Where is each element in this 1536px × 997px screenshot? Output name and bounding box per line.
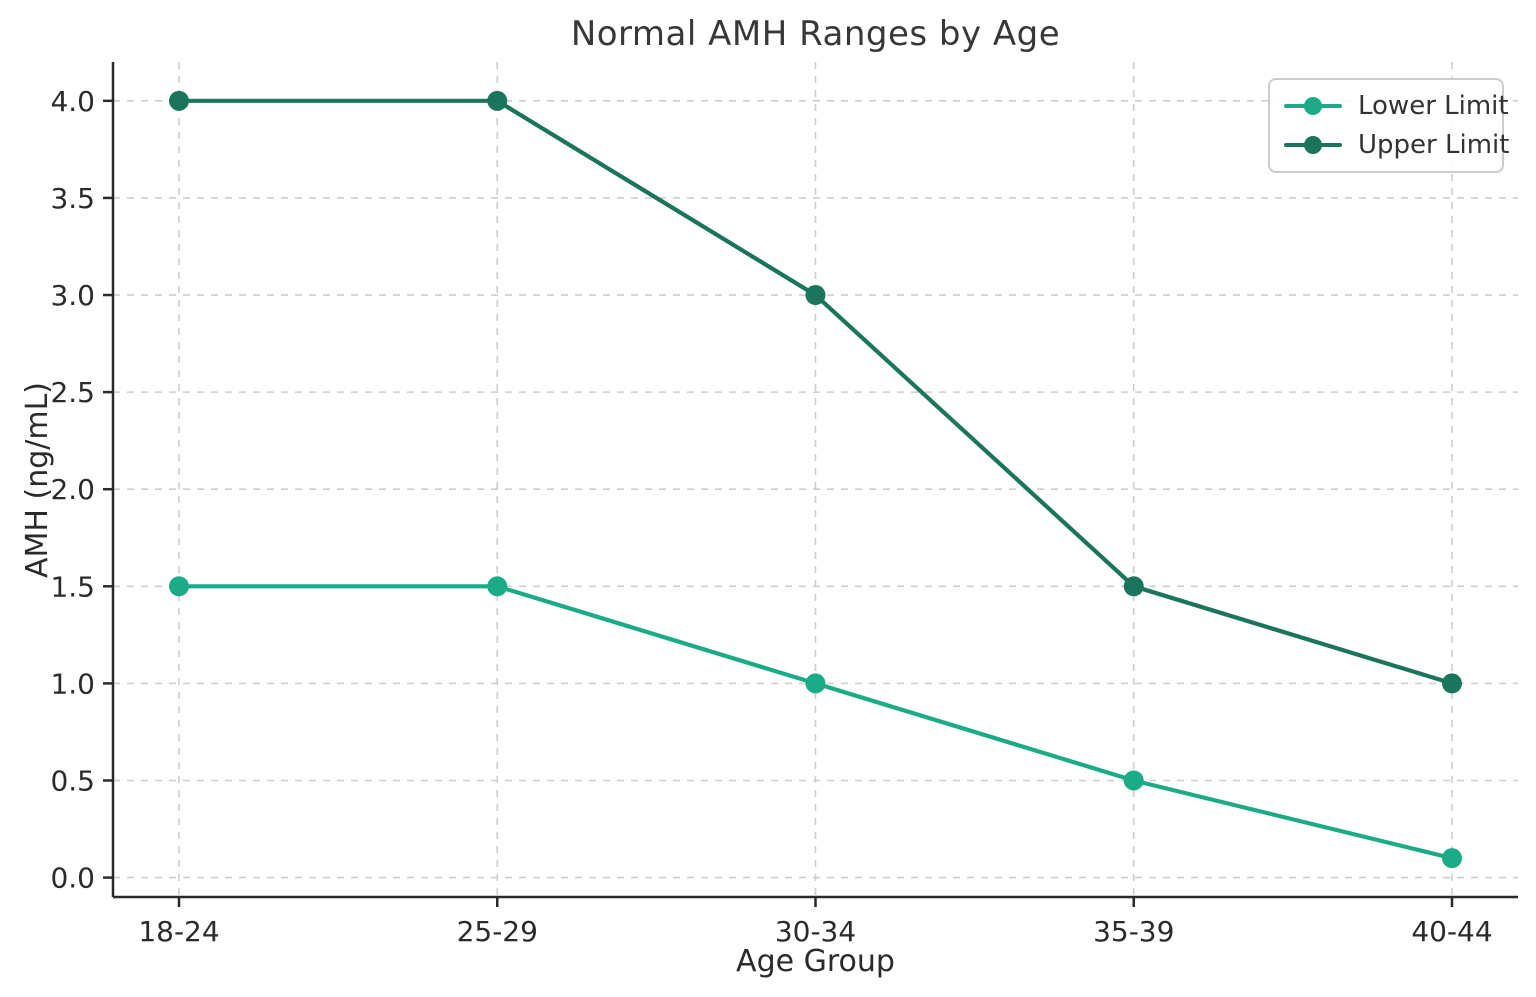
data-point-lower-limit [1442,848,1462,869]
x-tick-label: 25-29 [457,915,538,948]
data-point-upper-limit [1442,673,1462,694]
x-tick-label: 30-34 [775,915,856,948]
chart-title: Normal AMH Ranges by Age [570,14,1061,54]
legend-item-lower-limit: Lower Limit [1284,91,1509,121]
upper-limit-line-marker-icon [1284,130,1342,160]
data-point-upper-limit [1123,576,1144,597]
x-tick-label: 40-44 [1411,915,1492,948]
y-tick-label: 0.0 [50,862,95,895]
y-tick-label: 2.0 [50,473,95,506]
x-tick-label: 18-24 [138,915,219,948]
data-point-lower-limit [487,576,508,597]
y-tick-label: 1.5 [50,570,95,603]
lower-limit-line-marker-icon [1284,91,1342,121]
data-point-lower-limit [169,576,189,597]
data-point-lower-limit [1123,770,1144,791]
y-axis-label: AMH (ng/mL) [20,382,55,579]
y-tick-label: 2.5 [50,376,95,409]
legend-item-upper-limit: Upper Limit [1284,130,1509,160]
y-tick-label: 3.5 [50,182,95,215]
legend-label-lower-limit: Lower Limit [1358,91,1509,121]
data-point-upper-limit [169,90,189,111]
data-point-upper-limit [487,90,508,111]
legend-label-upper-limit: Upper Limit [1358,130,1510,160]
y-tick-label: 3.0 [50,279,95,312]
data-point-upper-limit [805,285,826,306]
y-tick-label: 4.0 [50,85,95,118]
data-point-lower-limit [805,673,826,694]
y-tick-label: 0.5 [50,764,95,797]
x-axis-label: Age Group [736,944,895,979]
x-tick-label: 35-39 [1093,915,1174,948]
y-tick-label: 1.0 [50,667,95,700]
legend: Lower Limit Upper Limit [1268,78,1509,173]
